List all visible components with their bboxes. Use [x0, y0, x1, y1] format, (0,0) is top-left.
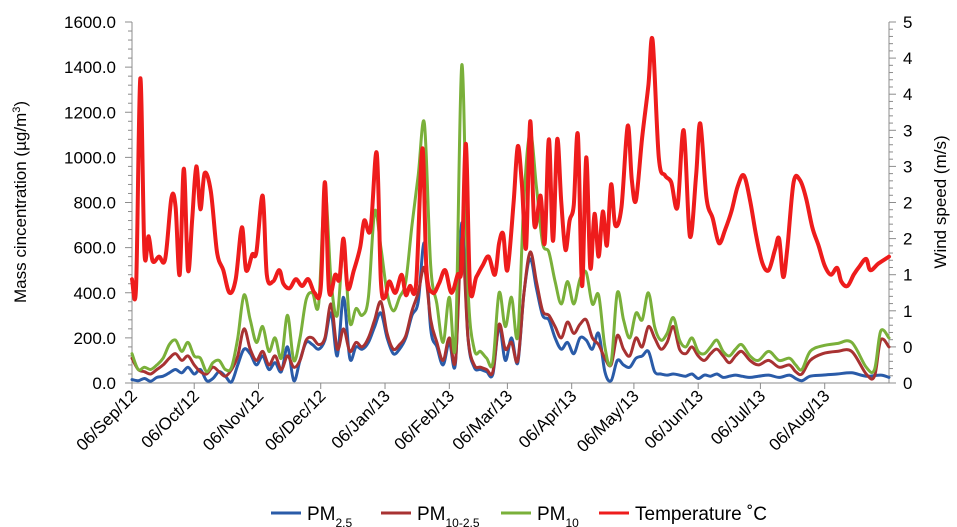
y-axis-title: Mass cincentration (µg/m3): [11, 101, 30, 303]
y-tick-label: 200.0: [73, 329, 116, 348]
y-axis-title-superscript: 3: [11, 107, 23, 113]
x-tick-label: 06/Jun/13: [641, 386, 707, 452]
legend-entry: PM10-2.5: [417, 504, 480, 527]
y2-tick-label: 2: [903, 230, 912, 249]
y-tick-label: 400.0: [73, 284, 116, 303]
y-tick-label: 600.0: [73, 239, 116, 258]
y-axis-title-main: Mass cincentration (µg/m: [11, 113, 30, 303]
chart-axes: [125, 21, 896, 389]
y2-tick-label: 1: [903, 266, 912, 285]
y2-tick-label: 5: [903, 13, 912, 32]
y2-tick-label: 4: [903, 85, 912, 104]
y2-tick-label: 3: [903, 121, 912, 140]
y-tick-label: 1400.0: [64, 58, 116, 77]
x-tick-label: 06/Nov/12: [199, 386, 267, 454]
series-line-temperature-c: [130, 35, 891, 302]
y-tick-label: 1600.0: [64, 13, 116, 32]
legend: PM2.5 PM10-2.5 PM10 Temperature ˚C: [271, 504, 767, 527]
y2-tick-label: 3: [903, 157, 912, 176]
legend-entry: PM2.5: [307, 504, 353, 527]
series-lines: [130, 35, 891, 384]
x-tick-label: 06/Oct/12: [137, 386, 203, 452]
x-tick-label: 06/Aug/13: [765, 386, 833, 454]
x-tick-label: 06/Jan/13: [328, 386, 394, 452]
legend-entry: Temperature ˚C: [635, 504, 767, 525]
x-tick-label: 06/Feb/13: [391, 386, 459, 454]
x-tick-label: 06/Sep/12: [73, 386, 141, 454]
y2-tick-label: 0: [903, 338, 912, 357]
y-tick-label: 800.0: [73, 194, 116, 213]
series-line-pm2-5: [130, 221, 891, 384]
y2-tick-label: 0: [903, 374, 912, 393]
x-tick-label: 06/Jul/13: [707, 386, 769, 448]
y-tick-label: 1000.0: [64, 148, 116, 167]
x-tick-label: 06/May/13: [573, 386, 643, 456]
y-tick-label: 1200.0: [64, 103, 116, 122]
x-tick-label: 06/Dec/12: [261, 386, 329, 454]
legend-entry: PM10: [537, 504, 579, 527]
series-line-pm10: [130, 63, 891, 375]
y2-tick-label: 1: [903, 302, 912, 321]
series-line-pm10-2-5: [130, 237, 891, 381]
y-tick-label: 0.0: [92, 374, 116, 393]
y2-tick-label: 4: [903, 49, 912, 68]
y-axis-title-close: ): [11, 101, 30, 107]
y2-tick-label: 2: [903, 194, 912, 213]
x-tick-label: 06/Mar/13: [449, 386, 517, 454]
x-tick-label: 06/Apr/13: [515, 386, 581, 452]
y2-axis-title: Wind speed (m/s): [931, 135, 950, 268]
